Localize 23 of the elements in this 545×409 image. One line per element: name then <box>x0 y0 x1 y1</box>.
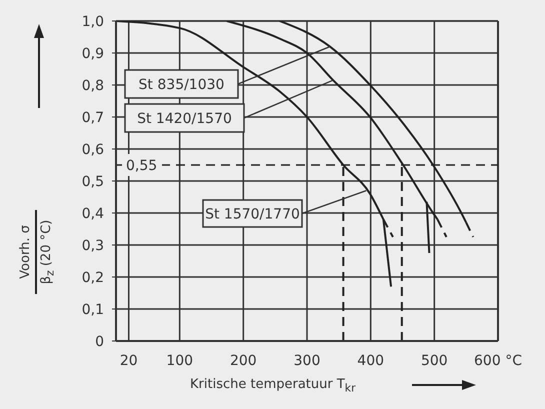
y-tick-label: 0,3 <box>82 238 104 254</box>
ref-line-label: 0,55 <box>126 158 158 174</box>
x-tick-label: 400 <box>357 353 384 369</box>
annotation: St 835/1030 <box>138 77 224 93</box>
x-axis-title: Kritische temperatuur T$_{kr}$ <box>190 377 356 395</box>
annotation: St 1570/1770 <box>205 206 300 222</box>
y-tick-label: 0,5 <box>82 174 104 190</box>
x-tick-label: 100 <box>166 353 194 369</box>
x-tick-label: 500 <box>420 353 448 369</box>
y-tick-label: 0 <box>95 334 104 350</box>
x-tick-label: 200 <box>230 353 257 369</box>
y-tick-label: 0,1 <box>82 302 104 318</box>
x-tick-label: 300 <box>294 353 320 369</box>
y-tick-label: 0,7 <box>82 110 104 126</box>
y-tick-label: 1,0 <box>82 14 104 30</box>
y-tick-label: 0,6 <box>82 142 104 158</box>
y-tick-label: 0,9 <box>82 46 104 62</box>
y-tick-label: 0,4 <box>82 206 104 222</box>
x-tick-label: 600 °C <box>474 353 522 369</box>
annotation: St 1420/1570 <box>137 111 232 127</box>
y-tick-label: 0,8 <box>82 78 104 94</box>
x-tick-label: 20 <box>120 353 138 369</box>
y-tick-label: 0,2 <box>82 270 104 286</box>
